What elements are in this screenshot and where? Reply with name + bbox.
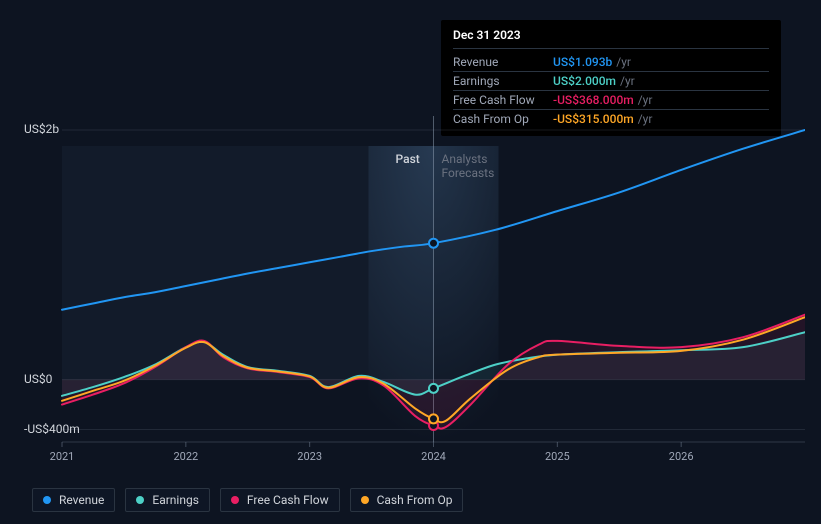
- legend-item[interactable]: Free Cash Flow: [220, 488, 340, 512]
- chart-container: Dec 31 2023 RevenueUS$1.093b/yrEarningsU…: [16, 0, 805, 524]
- x-tick-label: 2026: [669, 450, 694, 463]
- x-tick-label: 2024: [421, 450, 446, 463]
- legend-item[interactable]: Earnings: [125, 488, 210, 512]
- chart-svg: [16, 0, 805, 524]
- legend-label: Free Cash Flow: [247, 493, 329, 507]
- legend-item[interactable]: Cash From Op: [350, 488, 464, 512]
- y-tick-label: US$2b: [24, 122, 59, 136]
- legend-dot: [361, 496, 369, 504]
- x-tick-label: 2025: [545, 450, 570, 463]
- legend-label: Earnings: [152, 493, 199, 507]
- forecast-label: Analysts Forecasts: [442, 152, 495, 180]
- y-tick-label: US$0: [24, 372, 52, 386]
- legend-dot: [136, 496, 144, 504]
- legend-item[interactable]: Revenue: [32, 488, 115, 512]
- legend: Revenue Earnings Free Cash Flow Cash From O…: [32, 488, 463, 512]
- legend-label: Cash From Op: [377, 493, 453, 507]
- x-tick-label: 2023: [297, 450, 322, 463]
- legend-dot: [231, 496, 239, 504]
- legend-label: Revenue: [59, 493, 104, 507]
- x-tick-label: 2021: [50, 450, 75, 463]
- past-label: Past: [396, 152, 420, 166]
- legend-dot: [43, 496, 51, 504]
- y-tick-label: -US$400m: [24, 422, 80, 436]
- x-tick-label: 2022: [173, 450, 198, 463]
